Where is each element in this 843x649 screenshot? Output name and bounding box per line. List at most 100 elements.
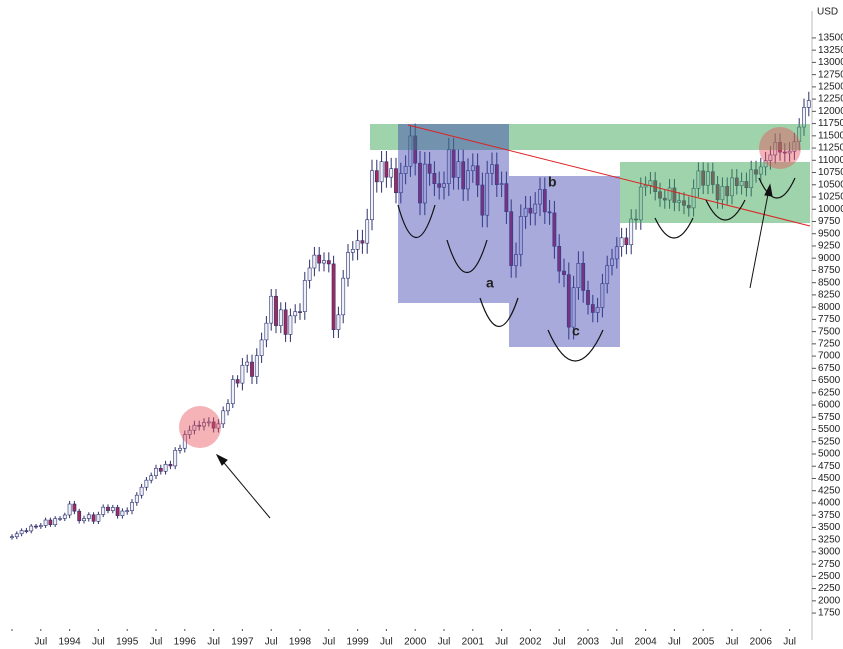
candle-body [787, 150, 792, 154]
candle-body [365, 219, 370, 244]
y-tick-label: 12250 [818, 94, 843, 105]
candle-body [168, 464, 173, 467]
candle-body [197, 424, 202, 427]
x-tick-label: Jul [783, 637, 796, 648]
x-tick-label: 1997 [231, 637, 254, 648]
y-tick-label: 6250 [818, 387, 841, 398]
y-tick-label: 5500 [818, 424, 841, 435]
candle-body [34, 525, 38, 528]
annotation: a [486, 275, 494, 291]
x-tick-label: 1994 [58, 637, 81, 648]
candle-body [250, 361, 254, 377]
arrow [219, 457, 271, 519]
y-tick-label: 5250 [818, 436, 841, 447]
candle-body [29, 525, 34, 532]
x-tick-label: Jul [92, 637, 105, 648]
candle-body [192, 424, 197, 431]
candle-body [571, 287, 576, 328]
candle-body [341, 277, 346, 316]
candle-body [72, 503, 77, 512]
candle-body [384, 161, 389, 178]
arc [547, 329, 604, 362]
x-tick-label: Jul [610, 637, 623, 648]
y-tick-label: 4000 [818, 498, 841, 509]
x-tick-label: Jul [207, 637, 220, 648]
candle-body [586, 290, 590, 305]
candle-body [312, 254, 317, 269]
arrow-head [764, 183, 773, 197]
x-tick-label: Jul [438, 637, 451, 648]
candle-body [10, 536, 14, 539]
candle-body [331, 263, 336, 331]
x-tick-label: 2005 [692, 637, 715, 648]
candle-body [283, 309, 288, 335]
y-tick-label: 11500 [818, 130, 843, 141]
x-tick-label: 2002 [519, 637, 542, 648]
x-tick-label: 1998 [289, 637, 312, 648]
x-tick-label: 2001 [462, 637, 485, 648]
unit-label: USD [817, 7, 838, 18]
highlight-circle [179, 406, 221, 448]
y-tick-label: 6500 [818, 375, 841, 386]
range-box [509, 176, 620, 347]
y-tick-label: 6750 [818, 363, 841, 374]
candle-body [475, 165, 480, 186]
resistance-band [370, 124, 810, 150]
y-tick-label: 12500 [818, 82, 843, 93]
candle-body [542, 189, 547, 213]
candle-body [254, 355, 259, 377]
candle-body [269, 295, 274, 324]
candle-body [533, 203, 538, 214]
candle-body [173, 450, 178, 467]
y-tick-label: 9250 [818, 241, 841, 252]
candle-body [619, 237, 624, 248]
candle-body [437, 183, 442, 188]
x-tick-label: 2000 [404, 637, 427, 648]
y-tick-label: 3500 [818, 522, 841, 533]
axes: 1750200022502500275030003250350037504000… [11, 11, 843, 648]
candle-body [14, 533, 19, 538]
candle-body [24, 530, 29, 532]
candle-body [442, 183, 446, 188]
candle-body [82, 518, 86, 522]
y-tick-label: 13000 [818, 57, 843, 68]
candle-body [499, 183, 504, 185]
y-tick-label: 3250 [818, 534, 841, 545]
candle-body [461, 161, 466, 190]
candle-body [456, 161, 461, 178]
candle-body [523, 207, 528, 217]
y-tick-label: 8750 [818, 265, 841, 276]
y-tick-label: 2500 [818, 571, 841, 582]
candle-body [355, 240, 360, 250]
arc [758, 177, 796, 199]
x-tick-label: Jul [265, 637, 278, 648]
candle-body [48, 519, 53, 526]
candle-body [504, 183, 509, 212]
candle-body [432, 173, 437, 184]
range-box [620, 162, 810, 223]
trend-line [407, 124, 811, 227]
candle-body [326, 260, 331, 265]
candle-body [427, 163, 432, 174]
y-tick-label: 10250 [818, 192, 843, 203]
y-tick-label: 10000 [818, 204, 843, 215]
candle-body [403, 165, 408, 174]
candle-body [144, 479, 149, 488]
candle-body [418, 162, 422, 204]
candle-body [389, 168, 394, 178]
y-tick-label: 8000 [818, 302, 841, 313]
y-tick-label: 7750 [818, 314, 841, 325]
candle-body [134, 494, 139, 503]
y-tick-label: 8250 [818, 290, 841, 301]
candle-body [163, 464, 168, 472]
y-tick-label: 9000 [818, 253, 841, 264]
candle-body [43, 519, 48, 526]
y-tick-label: 3000 [818, 547, 841, 558]
candle-body [605, 265, 610, 284]
range-box [398, 124, 509, 303]
candle-body [581, 262, 586, 291]
candle-body [768, 154, 773, 161]
candle-body [149, 475, 154, 481]
arrow [749, 188, 770, 289]
candle-body [562, 270, 566, 275]
